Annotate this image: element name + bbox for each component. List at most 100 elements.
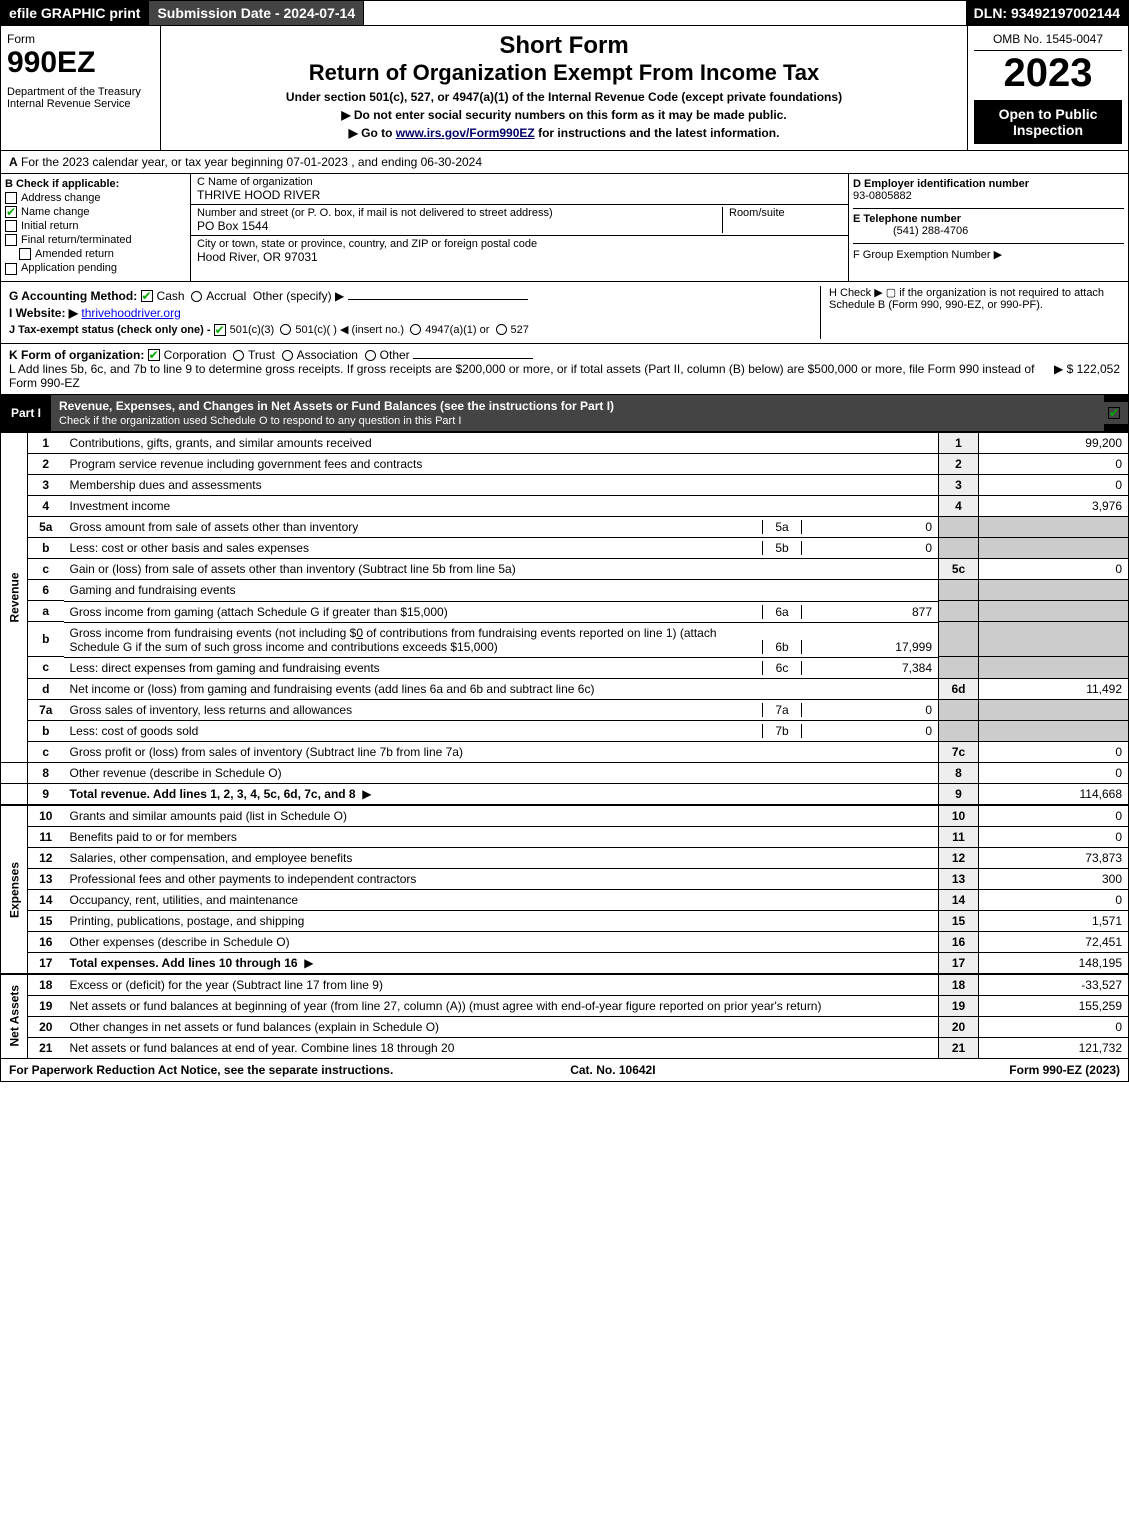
chk-schedule-o[interactable] xyxy=(1108,407,1120,419)
ln6c-num: c xyxy=(28,657,64,679)
ln6c-amt xyxy=(979,657,1129,679)
chk-application-pending[interactable] xyxy=(5,263,17,275)
chk-501c3[interactable] xyxy=(214,324,226,336)
ln3-desc: Membership dues and assessments xyxy=(64,474,939,495)
line-j: J Tax-exempt status (check only one) - 5… xyxy=(9,323,820,336)
chk-name-change[interactable] xyxy=(5,206,17,218)
ln8-rn: 8 xyxy=(939,763,979,784)
ln7a-desc: Gross sales of inventory, less returns a… xyxy=(70,703,763,717)
ln10-num: 10 xyxy=(28,805,64,827)
ln18-rn: 18 xyxy=(939,974,979,996)
ln18-amt: -33,527 xyxy=(979,974,1129,996)
k-other: Other xyxy=(380,348,410,362)
ln3-num: 3 xyxy=(28,474,64,495)
ln2-desc: Program service revenue including govern… xyxy=(64,453,939,474)
tax-year: 2023 xyxy=(974,51,1122,96)
ln1-rn: 1 xyxy=(939,432,979,453)
ln15-rn: 15 xyxy=(939,911,979,932)
ln10-desc: Grants and similar amounts paid (list in… xyxy=(64,805,939,827)
ln6b-amt xyxy=(979,622,1129,657)
org-address: PO Box 1544 xyxy=(197,219,722,233)
line-k: K Form of organization: Corporation Trus… xyxy=(9,348,1120,362)
instructions-link[interactable]: www.irs.gov/Form990EZ xyxy=(396,126,535,140)
ln15-amt: 1,571 xyxy=(979,911,1129,932)
ln10-amt: 0 xyxy=(979,805,1129,827)
ln7b-desc: Less: cost of goods sold xyxy=(70,724,763,738)
ln6d-amt: 11,492 xyxy=(979,678,1129,699)
ln5c-desc: Gain or (loss) from sale of assets other… xyxy=(64,559,939,580)
chk-cash[interactable] xyxy=(141,290,153,302)
ln15-num: 15 xyxy=(28,911,64,932)
radio-501c[interactable] xyxy=(280,324,291,335)
radio-accrual[interactable] xyxy=(191,291,202,302)
part-i-sub: Check if the organization used Schedule … xyxy=(59,415,461,427)
ln21-desc: Net assets or fund balances at end of ye… xyxy=(64,1038,939,1059)
ln6a-sub: 6a xyxy=(762,605,802,619)
section-b-c-block: B Check if applicable: Address change Na… xyxy=(0,174,1129,282)
j-c: 4947(a)(1) or xyxy=(425,324,489,336)
website-link[interactable]: thrivehoodriver.org xyxy=(81,306,180,320)
expenses-side-label: Expenses xyxy=(1,805,28,974)
form-header: Form 990EZ Department of the Treasury In… xyxy=(0,26,1129,151)
ln9-amt: 114,668 xyxy=(979,784,1129,806)
ln14-amt: 0 xyxy=(979,890,1129,911)
ln5c-rn: 5c xyxy=(939,559,979,580)
revenue-side-label: Revenue xyxy=(1,432,28,763)
ln5b-sub: 5b xyxy=(762,541,802,555)
chk-address-change[interactable] xyxy=(5,192,17,204)
ln6b-desc: Gross income from fundraising events (no… xyxy=(70,626,763,654)
radio-assoc[interactable] xyxy=(282,350,293,361)
ln17-amt: 148,195 xyxy=(979,953,1129,975)
section-a: A For the 2023 calendar year, or tax yea… xyxy=(0,151,1129,174)
ln8-desc: Other revenue (describe in Schedule O) xyxy=(64,763,939,784)
e-label: E Telephone number xyxy=(853,213,961,225)
chk-corporation[interactable] xyxy=(148,349,160,361)
ln9-num: 9 xyxy=(28,784,64,806)
opt-name-change: Name change xyxy=(21,206,90,218)
k-label: K Form of organization: xyxy=(9,348,144,362)
efile-label[interactable]: efile GRAPHIC print xyxy=(1,1,149,25)
ln4-amt: 3,976 xyxy=(979,495,1129,516)
ln14-rn: 14 xyxy=(939,890,979,911)
ln20-rn: 20 xyxy=(939,1017,979,1038)
g-label: G Accounting Method: xyxy=(9,289,137,303)
ln19-rn: 19 xyxy=(939,996,979,1017)
h-text: H Check ▶ ▢ if the organization is not r… xyxy=(829,287,1104,311)
ein-value: 93-0805882 xyxy=(853,190,912,202)
ln7a-num: 7a xyxy=(28,699,64,720)
ln3-amt: 0 xyxy=(979,474,1129,495)
line-g: G Accounting Method: Cash Accrual Other … xyxy=(9,289,820,303)
ln4-num: 4 xyxy=(28,495,64,516)
opt-final-return: Final return/terminated xyxy=(21,234,132,246)
ln13-rn: 13 xyxy=(939,869,979,890)
ln6c-sub: 6c xyxy=(762,661,802,675)
ln21-amt: 121,732 xyxy=(979,1038,1129,1059)
ln10-rn: 10 xyxy=(939,805,979,827)
ln12-num: 12 xyxy=(28,848,64,869)
chk-initial-return[interactable] xyxy=(5,220,17,232)
ln19-amt: 155,259 xyxy=(979,996,1129,1017)
ln11-amt: 0 xyxy=(979,827,1129,848)
chk-final-return[interactable] xyxy=(5,234,17,246)
footer-right: Form 990-EZ (2023) xyxy=(1009,1063,1120,1077)
g-other: Other (specify) ▶ xyxy=(253,289,344,303)
ln5a-sub: 5a xyxy=(762,520,802,534)
ln6d-rn: 6d xyxy=(939,678,979,699)
ln5a-desc: Gross amount from sale of assets other t… xyxy=(70,520,763,534)
ln4-rn: 4 xyxy=(939,495,979,516)
ln17-rn: 17 xyxy=(939,953,979,975)
ln5c-amt: 0 xyxy=(979,559,1129,580)
ln5b-desc: Less: cost or other basis and sales expe… xyxy=(70,541,763,555)
l-amount: ▶ $ 122,052 xyxy=(1046,362,1120,390)
chk-amended-return[interactable] xyxy=(19,248,31,260)
radio-other[interactable] xyxy=(365,350,376,361)
part-i-tag: Part I xyxy=(1,402,51,424)
radio-527[interactable] xyxy=(496,324,507,335)
ln17-num: 17 xyxy=(28,953,64,975)
k-assoc: Association xyxy=(297,348,358,362)
ln5c-num: c xyxy=(28,559,64,580)
radio-4947[interactable] xyxy=(410,324,421,335)
form-number: 990EZ xyxy=(7,46,154,80)
radio-trust[interactable] xyxy=(233,350,244,361)
ln13-num: 13 xyxy=(28,869,64,890)
